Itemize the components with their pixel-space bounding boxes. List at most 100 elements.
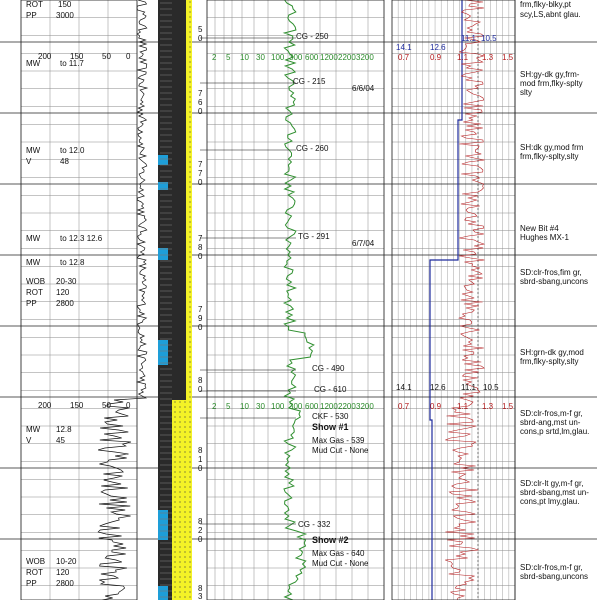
sand-dot (179, 506, 181, 508)
sand-dot (179, 401, 181, 403)
sand-dot (184, 456, 186, 458)
sand-dot (184, 576, 186, 578)
sand-dot (174, 491, 176, 493)
sand-dot (184, 411, 186, 413)
sand-dot (189, 311, 191, 313)
lithology-note: SD:clr-lt gy,m-f gr, (520, 479, 584, 488)
sand-dot (189, 306, 191, 308)
sand-dot (184, 531, 186, 533)
sand-dot (189, 556, 191, 558)
gas-scale-tick: 1200 (320, 402, 338, 411)
sand-dot (184, 536, 186, 538)
param-value: 2800 (56, 299, 74, 308)
rop-scale-tick: 0 (126, 401, 131, 410)
sand-dot (189, 456, 191, 458)
gas-annotation: CG - 260 (296, 144, 329, 153)
sand-dot (184, 421, 186, 423)
param-label: WOB (26, 277, 46, 286)
dexp-red-tick: 1.5 (502, 402, 514, 411)
sand-dot (174, 576, 176, 578)
lithology-note: sbrd-sbang,uncons (520, 572, 589, 581)
sand-dot (189, 246, 191, 248)
sand-dot (174, 476, 176, 478)
sand-dot (174, 536, 176, 538)
sand-dot (179, 596, 181, 598)
gas-scale-tick: 2200 (338, 402, 356, 411)
sand-dot (189, 511, 191, 513)
sand-dot (189, 166, 191, 168)
depth-digit: 0 (198, 535, 203, 544)
sand-dot (189, 76, 191, 78)
param-label: MW (26, 146, 41, 155)
depth-digit: 5 (198, 25, 203, 34)
lithology-note: sbrd-ang,mst un- (520, 418, 581, 427)
gas-scale-tick: 2200 (338, 53, 356, 62)
sand-dot (179, 581, 181, 583)
dexp-black-tick: 14.1 (396, 383, 412, 392)
sand-dot (189, 46, 191, 48)
param-label: PP (26, 299, 37, 308)
sand-dot (189, 401, 191, 403)
sand-dot (189, 96, 191, 98)
gas-annotation: CG - 332 (298, 520, 331, 529)
gas-scale-tick: 100 (271, 402, 285, 411)
sand-dot (184, 501, 186, 503)
depth-digit: 7 (198, 234, 203, 243)
sand-dot (179, 586, 181, 588)
sand-dot (189, 251, 191, 253)
sand-dot (189, 71, 191, 73)
sand-dot (174, 561, 176, 563)
param-value: to 11.7 (60, 59, 84, 68)
sand-dot (189, 146, 191, 148)
sand-dot (184, 496, 186, 498)
sand-dot (174, 416, 176, 418)
param-value: 120 (56, 288, 70, 297)
dexp-black-tick: 12.6 (430, 383, 446, 392)
sand-dot (189, 171, 191, 173)
lithology-note: mod frm,flky-splty (520, 79, 583, 88)
sand-dot (174, 511, 176, 513)
sand-dot (184, 401, 186, 403)
depth-digit: 0 (198, 34, 203, 43)
sand-dot (189, 576, 191, 578)
sand-dot (189, 276, 191, 278)
sand-dot (184, 466, 186, 468)
sand-dot (189, 316, 191, 318)
sand-dot (189, 26, 191, 28)
sand-dot (189, 281, 191, 283)
sand-dot (174, 546, 176, 548)
sand-dot (189, 591, 191, 593)
sand-dot (189, 421, 191, 423)
param-label: MW (26, 258, 41, 267)
param-value: 2800 (56, 579, 74, 588)
sand-dot (179, 531, 181, 533)
sand-dot (189, 326, 191, 328)
dexp-red-curve (445, 0, 486, 600)
show-title: Show #2 (312, 535, 349, 545)
sand-dot (189, 236, 191, 238)
sand-dot (184, 516, 186, 518)
sand-dot (184, 596, 186, 598)
sand-dot (189, 221, 191, 223)
lithology-note: scy,LS,abnt glau. (520, 10, 581, 19)
sand-dot (189, 271, 191, 273)
rop-scale-tick: 150 (70, 52, 84, 61)
depth-digit: 7 (198, 89, 203, 98)
sand-dot (189, 366, 191, 368)
sand-dot (179, 511, 181, 513)
sand-dot (174, 496, 176, 498)
sand-dot (184, 586, 186, 588)
param-value: to 12.3 12.6 (60, 234, 103, 243)
gas-annotation: CG - 490 (312, 364, 345, 373)
sand-dot (174, 441, 176, 443)
rop-scale-tick: 0 (126, 52, 131, 61)
dexp-red-tick: 1.3 (482, 53, 494, 62)
sand-dot (189, 136, 191, 138)
sand-dot (179, 546, 181, 548)
sand-dot (189, 471, 191, 473)
sand-dot (179, 431, 181, 433)
sand-dot (189, 181, 191, 183)
sand-dot (189, 356, 191, 358)
sand-dot (189, 291, 191, 293)
sand-dot (189, 391, 191, 393)
